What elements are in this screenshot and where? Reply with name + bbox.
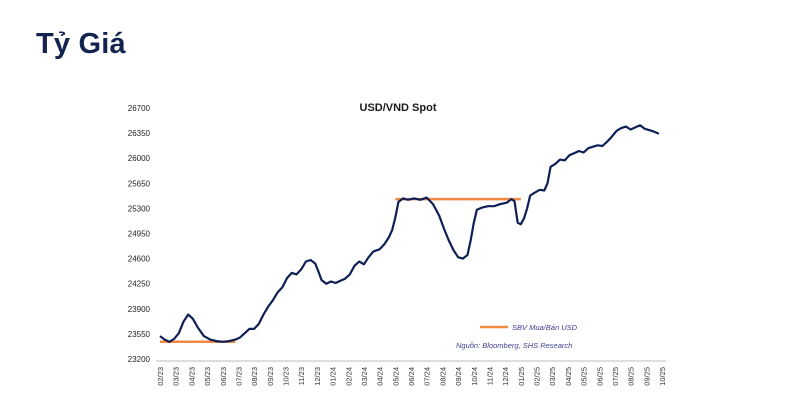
x-tick-label: 11/24 (485, 367, 494, 385)
x-tick-label: 08/24 (438, 367, 447, 386)
x-tick-label: 05/23 (203, 367, 212, 386)
x-tick-label: 01/25 (517, 367, 526, 386)
x-tick-label: 09/24 (454, 367, 463, 386)
x-tick-label: 03/23 (172, 367, 181, 386)
x-tick-label: 10/23 (282, 367, 291, 386)
x-tick-label: 05/25 (580, 367, 589, 386)
x-tick-label: 10/25 (658, 367, 667, 386)
source-note: Nguồn: Bloomberg, SHS Research (456, 341, 572, 350)
x-tick-label: 12/24 (501, 367, 510, 386)
y-tick-label: 24250 (128, 280, 151, 289)
x-tick-label: 12/23 (313, 367, 322, 386)
x-tick-label: 11/23 (297, 367, 306, 385)
x-tick-label: 02/23 (156, 367, 165, 386)
x-tick-label: 04/25 (564, 367, 573, 386)
x-tick-label: 05/24 (391, 367, 400, 386)
x-tick-label: 02/24 (344, 367, 353, 386)
x-tick-label: 06/23 (219, 367, 228, 386)
y-tick-label: 26000 (128, 154, 151, 163)
x-tick-label: 07/24 (423, 367, 432, 386)
x-tick-label: 09/25 (642, 367, 651, 386)
sbv-series (160, 197, 521, 344)
y-tick-label: 24600 (128, 255, 151, 264)
x-tick-label: 04/24 (376, 367, 385, 386)
x-tick-label: 06/24 (407, 367, 416, 386)
x-tick-label: 04/23 (187, 367, 196, 386)
legend: SBV Mua/Bán USD Nguồn: Bloomberg, SHS Re… (456, 323, 578, 350)
x-tick-label: 07/25 (611, 367, 620, 386)
y-tick-label: 23550 (128, 330, 151, 339)
x-axis: 02/23 03/23 04/23 05/23 06/23 07/23 08/23 09/23… (156, 367, 667, 386)
x-tick-label: 03/25 (548, 367, 557, 386)
x-tick-label: 08/23 (250, 367, 259, 386)
y-tick-label: 23900 (128, 305, 151, 314)
legend-label-sbv: SBV Mua/Bán USD (512, 323, 578, 332)
x-tick-label: 01/24 (329, 367, 338, 386)
x-tick-label: 03/24 (360, 367, 369, 386)
y-tick-label: 23200 (128, 355, 151, 364)
y-tick-label: 24950 (128, 230, 151, 239)
x-tick-label: 09/23 (266, 367, 275, 386)
x-tick-label: 06/25 (595, 367, 604, 386)
x-tick-label: 08/25 (627, 367, 636, 386)
y-tick-label: 26700 (128, 104, 151, 113)
x-tick-label: 10/24 (470, 367, 479, 386)
y-axis: 26700 26350 26000 25650 25300 24950 24600 24250… (128, 104, 151, 364)
page-title: Tỷ Giá (36, 28, 126, 60)
y-tick-label: 25650 (128, 179, 151, 188)
spot-series-line (159, 124, 660, 343)
chart-title: USD/VND Spot (360, 102, 437, 114)
x-tick-label: 07/23 (234, 367, 243, 386)
x-tick-label: 02/25 (533, 367, 542, 386)
y-tick-label: 26350 (128, 129, 151, 138)
y-tick-label: 25300 (128, 204, 151, 213)
